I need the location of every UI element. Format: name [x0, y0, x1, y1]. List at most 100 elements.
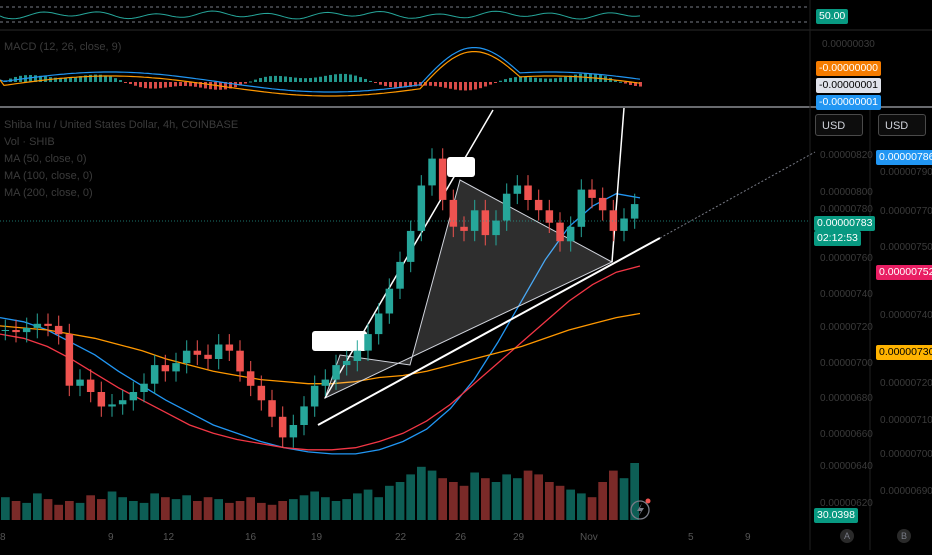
volume-bar: [331, 501, 341, 520]
macd-histogram-bar: [264, 76, 267, 82]
volume-bar: [363, 489, 373, 520]
macd-histogram-bar: [329, 74, 332, 82]
candle-body: [65, 334, 74, 386]
volume-bar: [342, 499, 351, 520]
volume-bar: [353, 493, 362, 520]
macd-histogram-bar: [494, 82, 497, 83]
macd-histogram-bar: [404, 82, 407, 88]
volume-bar: [182, 495, 191, 520]
volume-bar: [630, 463, 639, 520]
lightning-icon: [630, 500, 650, 520]
macd-histogram-bar: [209, 82, 212, 90]
volume-bar: [43, 499, 53, 520]
time-axis-label: 8: [0, 532, 6, 543]
macd-histogram-bar: [299, 78, 302, 82]
volume-bar: [502, 474, 511, 520]
macd-histogram-bar: [314, 77, 317, 82]
candle-body: [417, 185, 426, 231]
macd-histogram-bar: [414, 82, 417, 87]
macd-histogram-bar: [529, 77, 532, 82]
macd-histogram-bar: [534, 77, 537, 82]
pattern-shape: [324, 179, 614, 399]
macd-histogram-bar: [29, 74, 32, 82]
ma200-price-tag: 0.00000730: [876, 345, 932, 360]
volume-bar: [257, 502, 266, 520]
currency-button-outer[interactable]: USD: [878, 114, 926, 136]
macd-histogram-bar: [509, 77, 512, 82]
volume-bar: [1, 497, 10, 520]
annotation-box: [312, 331, 367, 351]
macd-histogram-bar: [254, 79, 257, 82]
bar-countdown: 02:12:53: [814, 231, 861, 246]
candle-body: [588, 189, 596, 198]
macd-histogram-bar: [394, 82, 397, 88]
candle-body: [492, 220, 500, 236]
macd-histogram-bar: [279, 76, 282, 82]
price-scale-label: 0.00000700: [820, 358, 873, 369]
macd-histogram-bar: [339, 73, 342, 82]
volume-bar: [171, 499, 181, 520]
macd-histogram-bar: [569, 75, 572, 82]
candle-body: [86, 379, 95, 392]
macd-histogram-bar: [489, 82, 492, 85]
candle-body: [268, 400, 276, 417]
volume-bar: [481, 478, 490, 520]
candle-body: [385, 288, 394, 314]
volume-bar: [129, 501, 138, 520]
volume-bar: [406, 474, 415, 520]
volume-bar: [193, 501, 202, 520]
macd-histogram-bar: [174, 82, 177, 87]
macd-histogram-bar: [134, 82, 137, 86]
macd-histogram-bar: [484, 82, 487, 87]
rsi-line: [0, 10, 641, 20]
candle-body: [598, 197, 607, 211]
candle-body: [502, 193, 511, 221]
candle-body: [481, 210, 490, 236]
macd-histogram-bar: [34, 75, 37, 82]
candle-body: [33, 323, 42, 328]
auto-scale-button[interactable]: A: [840, 529, 854, 543]
volume-bar: [459, 485, 469, 520]
macd-histogram-bar: [139, 82, 142, 88]
currency-button-inner[interactable]: USD: [815, 114, 863, 136]
ma200-legend: MA (200, close, 0): [4, 187, 93, 199]
macd-histogram-bar: [124, 82, 127, 83]
candle-body: [396, 261, 404, 289]
macd-histogram-bar: [474, 82, 477, 90]
time-axis-label: 9: [108, 532, 114, 543]
macd-histogram-bar: [144, 82, 147, 89]
candle-body: [438, 158, 447, 200]
volume-bar: [33, 493, 42, 520]
macd-histogram-bar: [294, 77, 297, 82]
volume-bar: [534, 474, 543, 520]
macd-histogram-bar: [289, 77, 292, 82]
macd-histogram-bar: [454, 82, 457, 90]
macd-histogram-bar: [319, 76, 322, 82]
macd-histogram-bar: [114, 78, 117, 82]
annotation-box: [447, 157, 475, 177]
macd-histogram-bar: [149, 82, 152, 89]
volume-bar: [555, 485, 565, 520]
volume-legend: Vol · SHIB: [4, 136, 55, 148]
candle-body: [161, 365, 170, 372]
volume-bar: [577, 493, 586, 520]
time-axis-label: 16: [245, 532, 257, 543]
macd-histogram-bar: [244, 82, 247, 84]
macd-histogram-bar: [239, 82, 242, 86]
ma50-legend: MA (50, close, 0): [4, 153, 87, 165]
candle-body: [524, 185, 532, 200]
candle-body: [300, 406, 308, 425]
last-price-tag: 0.00000783: [814, 216, 876, 231]
macd-legend: MACD (12, 26, close, 9): [4, 41, 122, 53]
macd-histogram-bar: [284, 76, 287, 82]
macd-histogram-bar: [199, 82, 202, 88]
volume-bar: [310, 491, 319, 520]
macd-histogram-bar: [449, 82, 452, 89]
log-scale-button[interactable]: B: [897, 529, 911, 543]
volume-bar: [470, 472, 479, 520]
macd-histogram-bar: [194, 82, 197, 87]
time-axis-label: 19: [311, 532, 323, 543]
candle-body: [140, 383, 148, 392]
